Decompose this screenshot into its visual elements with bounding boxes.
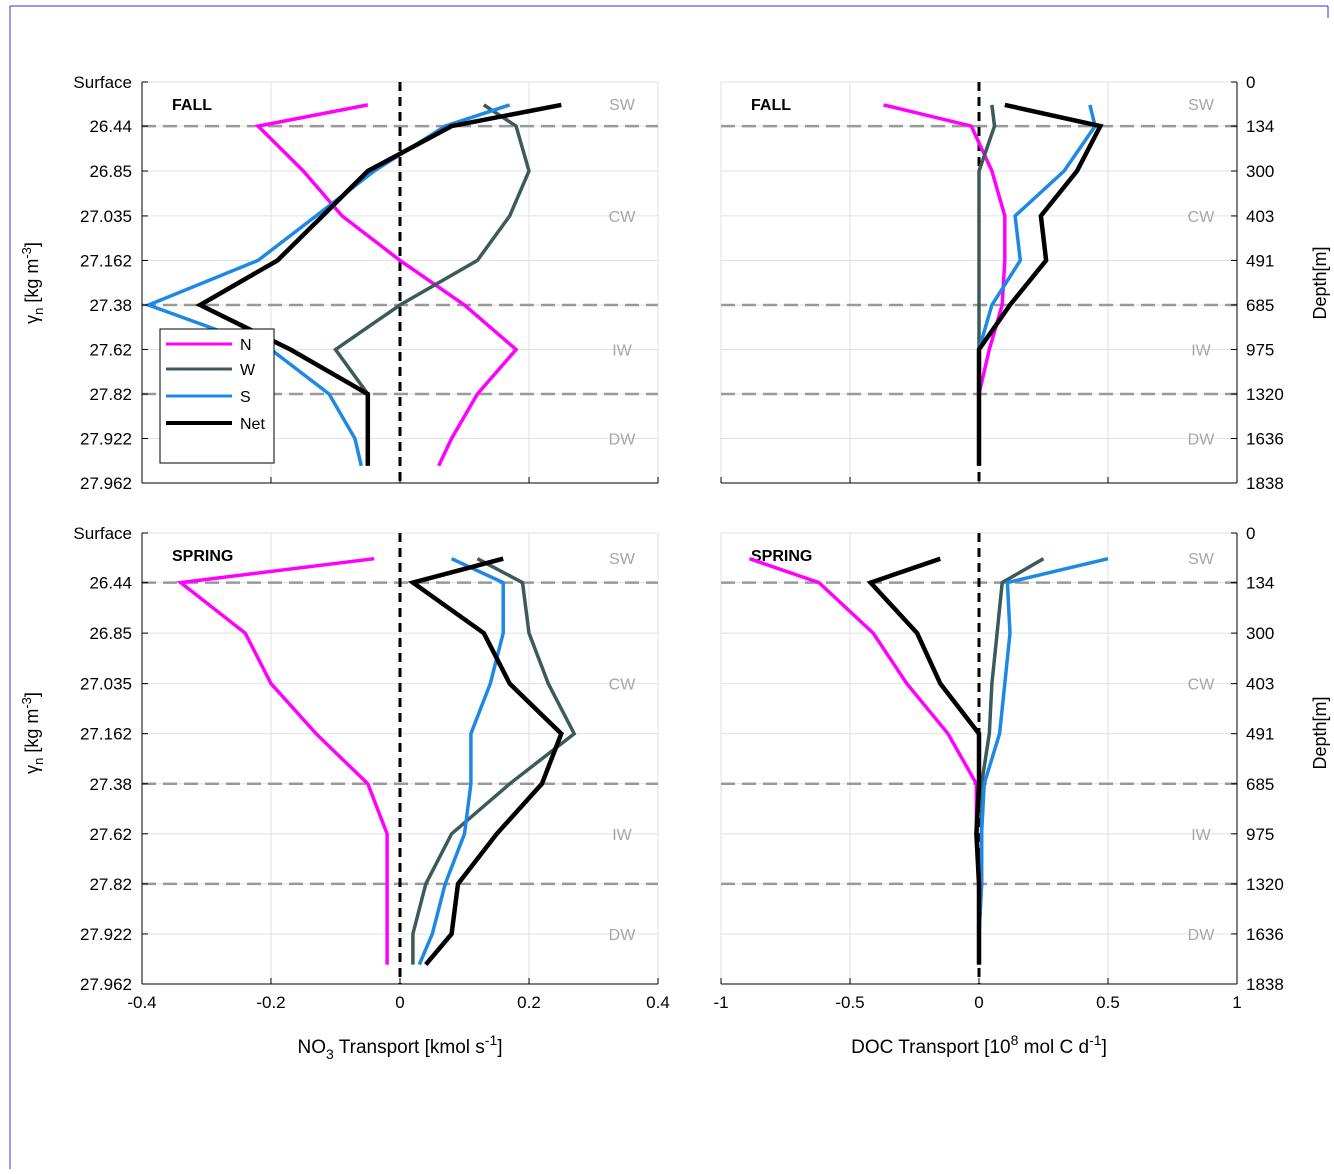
y-tick-label: 0 <box>1246 524 1255 543</box>
series-line-net <box>407 556 564 967</box>
y-tick-label: 975 <box>1246 825 1274 844</box>
water-mass-label-cw: CW <box>1188 677 1216 694</box>
water-mass-label-cw: CW <box>1188 209 1216 226</box>
series-line-n <box>176 556 389 965</box>
water-mass-label-dw: DW <box>609 431 637 448</box>
legend-label-w: W <box>240 362 256 379</box>
x-tick-label: 0.2 <box>517 993 541 1012</box>
y-tick-label: 27.962 <box>80 474 132 493</box>
water-mass-label-iw: IW <box>1191 342 1211 359</box>
water-mass-label-dw: DW <box>1188 431 1216 448</box>
x-tick-label: -0.5 <box>835 993 864 1012</box>
water-mass-label-sw: SW <box>609 551 636 568</box>
water-mass-label-iw: IW <box>1191 827 1211 844</box>
panel-top-left: SW CW IW DW FALL Surface 26.44 26.85 27.035 27.16… <box>73 73 659 493</box>
y-tick-label: 403 <box>1246 675 1274 694</box>
y-tick-label: 27.035 <box>80 207 132 226</box>
water-mass-label-cw: CW <box>609 209 637 226</box>
y-tick-label: 26.85 <box>89 624 132 643</box>
gamma-axis-label-top: γn [kg m-3] <box>19 242 46 324</box>
water-mass-label-iw: IW <box>612 827 632 844</box>
doc-axis-label: DOC Transport [108 mol C d-1] <box>851 1032 1107 1058</box>
y-tick-label: 975 <box>1246 340 1274 359</box>
x-tick-label: 0 <box>395 993 404 1012</box>
y-tick-label: 27.82 <box>89 875 132 894</box>
series-line-w <box>411 557 577 965</box>
x-tick-label: 1 <box>1232 993 1241 1012</box>
legend-label-net: Net <box>240 416 265 433</box>
y-tick-label: 27.62 <box>89 340 132 359</box>
panel-bottom-left: SW CW IW DW SPRING Surface 26.44 26.85 27.035 27.… <box>73 524 669 1012</box>
y-tick-label: 0 <box>1246 73 1255 92</box>
y-tick-label: 1636 <box>1246 925 1284 944</box>
x-tick-label: -0.2 <box>256 993 285 1012</box>
season-label: FALL <box>172 97 212 114</box>
legend-label-s: S <box>240 389 251 406</box>
gamma-axis-label-bottom: γn [kg m-3] <box>19 692 46 774</box>
water-mass-label-sw: SW <box>609 97 636 114</box>
panels-layer: SW CW IW DW FALL Surface 26.44 26.85 27.035 27.16… <box>73 73 1283 1012</box>
y-tick-label: 27.38 <box>89 296 132 315</box>
water-mass-label-dw: DW <box>609 927 637 944</box>
x-tick-label: -0.4 <box>127 993 156 1012</box>
series-line-net <box>195 102 562 466</box>
y-tick-label: 27.162 <box>80 725 132 744</box>
y-tick-label: 491 <box>1246 725 1274 744</box>
season-label: SPRING <box>751 548 812 565</box>
y-tick-label: 1320 <box>1246 385 1284 404</box>
water-mass-label-iw: IW <box>612 342 632 359</box>
y-tick-label: 134 <box>1246 117 1274 136</box>
y-tick-label: 300 <box>1246 624 1274 643</box>
depth-axis-label-top: Depth[m] <box>1310 246 1330 319</box>
water-mass-label-sw: SW <box>1188 97 1215 114</box>
y-tick-label: 27.922 <box>80 925 132 944</box>
series-line-n <box>254 103 519 467</box>
x-tick-label: 0 <box>974 993 983 1012</box>
y-tick-label: Surface <box>73 73 132 92</box>
y-tick-label: 27.82 <box>89 385 132 404</box>
season-label: SPRING <box>172 548 233 565</box>
no3-axis-label: NO3 Transport [kmol s-1] <box>297 1032 502 1062</box>
panel-bottom-right: SW CW IW DW SPRING 0 134 300 403 491 685 975 1320 163… <box>713 524 1283 1012</box>
water-mass-label-cw: CW <box>609 677 637 694</box>
y-tick-label: 1838 <box>1246 975 1284 994</box>
x-tick-label: -1 <box>713 993 728 1012</box>
y-tick-label: 26.85 <box>89 162 132 181</box>
y-tick-label: 134 <box>1246 574 1274 593</box>
series-line-net <box>976 102 1104 466</box>
y-tick-label: 27.922 <box>80 429 132 448</box>
y-tick-label: 491 <box>1246 251 1274 270</box>
water-mass-label-dw: DW <box>1188 927 1216 944</box>
y-tick-label: 27.38 <box>89 775 132 794</box>
x-tick-label: 0.5 <box>1096 993 1120 1012</box>
x-tick-label: 0.4 <box>646 993 670 1012</box>
y-tick-label: 1636 <box>1246 429 1284 448</box>
series-line-net <box>866 556 982 965</box>
y-tick-label: 300 <box>1246 162 1274 181</box>
y-tick-label: 403 <box>1246 207 1274 226</box>
series-line-s <box>417 557 505 966</box>
legend-label-n: N <box>240 337 252 354</box>
y-tick-label: 26.44 <box>89 574 132 593</box>
legend: N W S Net <box>159 328 275 464</box>
y-tick-label: 27.62 <box>89 825 132 844</box>
y-tick-label: Surface <box>73 524 132 543</box>
y-tick-label: 1838 <box>1246 474 1284 493</box>
y-tick-label: 685 <box>1246 775 1274 794</box>
panel-top-right: SW CW IW DW FALL 0 134 300 403 491 685 975 1320 1636 1… <box>720 73 1284 493</box>
water-mass-label-sw: SW <box>1188 551 1215 568</box>
y-tick-label: 685 <box>1246 296 1274 315</box>
season-label: FALL <box>751 97 791 114</box>
depth-axis-label-bottom: Depth[m] <box>1310 696 1330 769</box>
y-tick-label: 1320 <box>1246 875 1284 894</box>
y-tick-label: 27.962 <box>80 975 132 994</box>
y-tick-label: 26.44 <box>89 117 132 136</box>
y-tick-label: 27.035 <box>80 675 132 694</box>
y-tick-label: 27.162 <box>80 251 132 270</box>
